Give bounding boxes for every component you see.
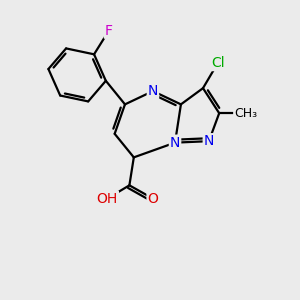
Text: N: N	[148, 84, 158, 98]
Text: O: O	[148, 192, 158, 206]
Text: CH₃: CH₃	[234, 107, 257, 120]
Text: Cl: Cl	[211, 56, 224, 70]
Text: F: F	[105, 24, 113, 38]
Text: N: N	[170, 136, 180, 150]
Text: N: N	[204, 134, 214, 148]
Text: OH: OH	[97, 192, 118, 206]
